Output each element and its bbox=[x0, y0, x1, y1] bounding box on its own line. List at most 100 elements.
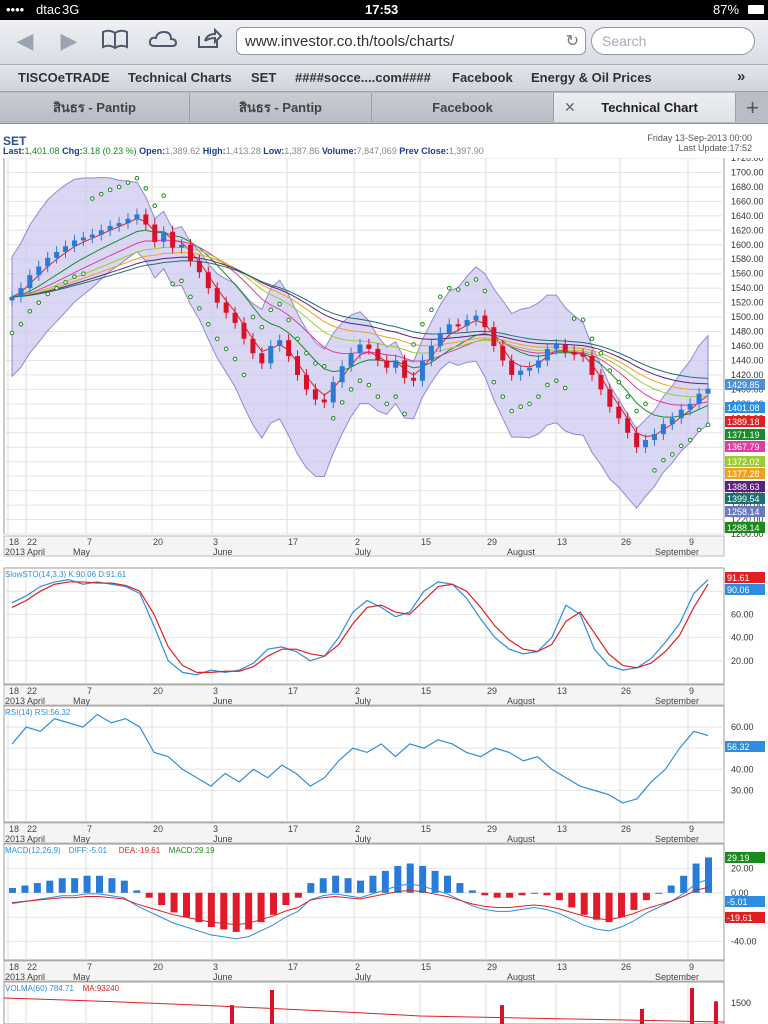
rsi-month-label: June bbox=[213, 834, 233, 844]
price-x-tick-label: 20 bbox=[153, 537, 163, 547]
candle-body bbox=[321, 399, 327, 403]
price-x-tick-label: 3 bbox=[213, 537, 218, 547]
price-x-tick-label: 17 bbox=[288, 537, 298, 547]
tab-pantip-2[interactable]: สินธร - Pantip bbox=[190, 93, 372, 122]
macd-bar bbox=[394, 865, 402, 893]
rsi-x-tick-label: 2 bbox=[355, 824, 360, 834]
macd-x-tick-label: 9 bbox=[689, 962, 694, 972]
price-value-tag-bg bbox=[725, 456, 765, 467]
search-placeholder: Search bbox=[602, 33, 647, 49]
macd-bar bbox=[9, 887, 16, 893]
stoch-legend-item: SlowSTO(14,3,3) K:90.06 D:91.61 bbox=[5, 570, 127, 579]
forward-icon[interactable]: ▶ bbox=[60, 28, 78, 53]
sar-dot bbox=[696, 427, 702, 433]
sar-dot bbox=[616, 379, 622, 385]
search-field[interactable]: Search bbox=[591, 27, 755, 55]
price-x-tick-label: 18 bbox=[9, 537, 19, 547]
new-tab-icon[interactable]: + bbox=[746, 95, 759, 120]
price-x-tick-label: 29 bbox=[487, 537, 497, 547]
price-y-tick-label: 1680.00 bbox=[731, 182, 764, 192]
status-bar: •••• dtac 3G 17:53 87% bbox=[0, 0, 768, 20]
candle-body bbox=[509, 360, 515, 375]
bookmark-technical-charts[interactable]: Technical Charts bbox=[128, 70, 232, 85]
last-label: Last: bbox=[3, 146, 25, 156]
bookmark-set[interactable]: SET bbox=[251, 70, 277, 85]
close-tab-icon[interactable]: ✕ bbox=[564, 99, 576, 115]
candle-body bbox=[455, 324, 461, 327]
candle-body bbox=[402, 360, 408, 378]
rsi-month-label: July bbox=[355, 834, 372, 844]
bookmarks-icon[interactable] bbox=[100, 28, 130, 54]
tab-pantip-1[interactable]: สินธร - Pantip bbox=[0, 93, 190, 122]
macd-legend-item: MACD:29.19 bbox=[169, 846, 215, 855]
volume-frame bbox=[3, 981, 725, 1024]
candle-body bbox=[250, 338, 256, 354]
macd-bar bbox=[605, 892, 613, 923]
sar-dot bbox=[571, 316, 577, 321]
macd-bar bbox=[642, 892, 650, 901]
candle-body bbox=[295, 356, 301, 375]
candle-body bbox=[303, 374, 309, 390]
bookmarks-bar: TISCOeTRADE Technical Charts SET ####soc… bbox=[0, 65, 768, 92]
macd-dea-line bbox=[11, 886, 709, 926]
candle-body bbox=[9, 296, 15, 301]
macd-month-label: 2013 April bbox=[5, 972, 45, 982]
stoch-month-label: May bbox=[73, 696, 91, 706]
high-label: High: bbox=[202, 146, 226, 156]
sar-dot bbox=[98, 191, 104, 197]
bookmark-energy-oil[interactable]: Energy & Oil Prices bbox=[531, 70, 652, 85]
volume-bar bbox=[500, 1005, 504, 1024]
macd-bar bbox=[33, 883, 41, 893]
candle-body bbox=[669, 418, 675, 425]
macd-bar bbox=[555, 892, 563, 901]
bookmarks-overflow-icon[interactable]: » bbox=[737, 68, 746, 85]
candle-body bbox=[651, 434, 657, 440]
macd-bar bbox=[692, 863, 700, 893]
candle-body bbox=[705, 388, 711, 394]
tab-facebook[interactable]: Facebook bbox=[372, 93, 554, 122]
icloud-tabs-icon[interactable] bbox=[146, 28, 180, 54]
tab-technical-chart[interactable]: ✕ Technical Chart bbox=[554, 93, 736, 122]
price-value-tag-bg bbox=[725, 481, 765, 492]
sar-dot bbox=[643, 401, 648, 407]
macd-x-tick-label: 17 bbox=[288, 962, 298, 972]
price-value-tag: 1372.02 bbox=[727, 457, 760, 467]
price-y-tick-label: 1720.00 bbox=[731, 158, 764, 163]
price-y-tick-label: 1480.00 bbox=[731, 327, 764, 337]
sar-dot bbox=[634, 408, 639, 414]
share-icon[interactable] bbox=[194, 27, 224, 54]
rsi-x-tick-label: 20 bbox=[153, 824, 163, 834]
bookmark-soccer[interactable]: ####socce....com#### bbox=[295, 70, 431, 85]
bookmark-facebook[interactable]: Facebook bbox=[452, 70, 513, 85]
sar-dot bbox=[45, 291, 50, 297]
candle-body bbox=[330, 382, 336, 403]
stoch-series-line bbox=[11, 581, 709, 673]
macd-frame bbox=[3, 843, 725, 961]
reload-icon[interactable]: ↻ bbox=[565, 33, 579, 50]
back-icon[interactable]: ◀ bbox=[16, 28, 34, 53]
candle-body bbox=[134, 214, 140, 219]
url-field[interactable]: www.investor.co.th/tools/charts/ ↻ bbox=[236, 27, 586, 55]
sar-dot bbox=[232, 356, 238, 362]
candle-body bbox=[45, 257, 51, 267]
macd-month-label: June bbox=[213, 972, 233, 982]
candle-body bbox=[562, 344, 568, 352]
stoch-x-tick-label: 9 bbox=[689, 686, 694, 696]
price-value-tag: 1388.63 bbox=[727, 482, 760, 492]
macd-bar bbox=[319, 878, 327, 893]
price-value-tag-bg bbox=[725, 379, 765, 390]
macd-bar bbox=[481, 892, 489, 896]
bookmark-tiscoetrade[interactable]: TISCOeTRADE bbox=[18, 70, 110, 85]
rsi-x-tick-label: 3 bbox=[213, 824, 218, 834]
open-value: 1,389.62 bbox=[165, 146, 201, 156]
candle-body bbox=[553, 344, 559, 349]
macd-bar bbox=[207, 892, 215, 928]
rsi-x-tick-label: 26 bbox=[621, 824, 631, 834]
stoch-value-tag: 90.06 bbox=[727, 585, 750, 595]
rsi-series-line bbox=[11, 713, 709, 804]
macd-bar bbox=[680, 875, 688, 893]
sar-dot bbox=[545, 382, 550, 388]
last-update: Last Update:17:52 bbox=[678, 143, 752, 153]
macd-y-tick-label: -40.00 bbox=[731, 937, 757, 947]
chart-area: SET Last:1,401.08 Chg:3.18 (0.23 %) Open… bbox=[0, 124, 768, 1024]
